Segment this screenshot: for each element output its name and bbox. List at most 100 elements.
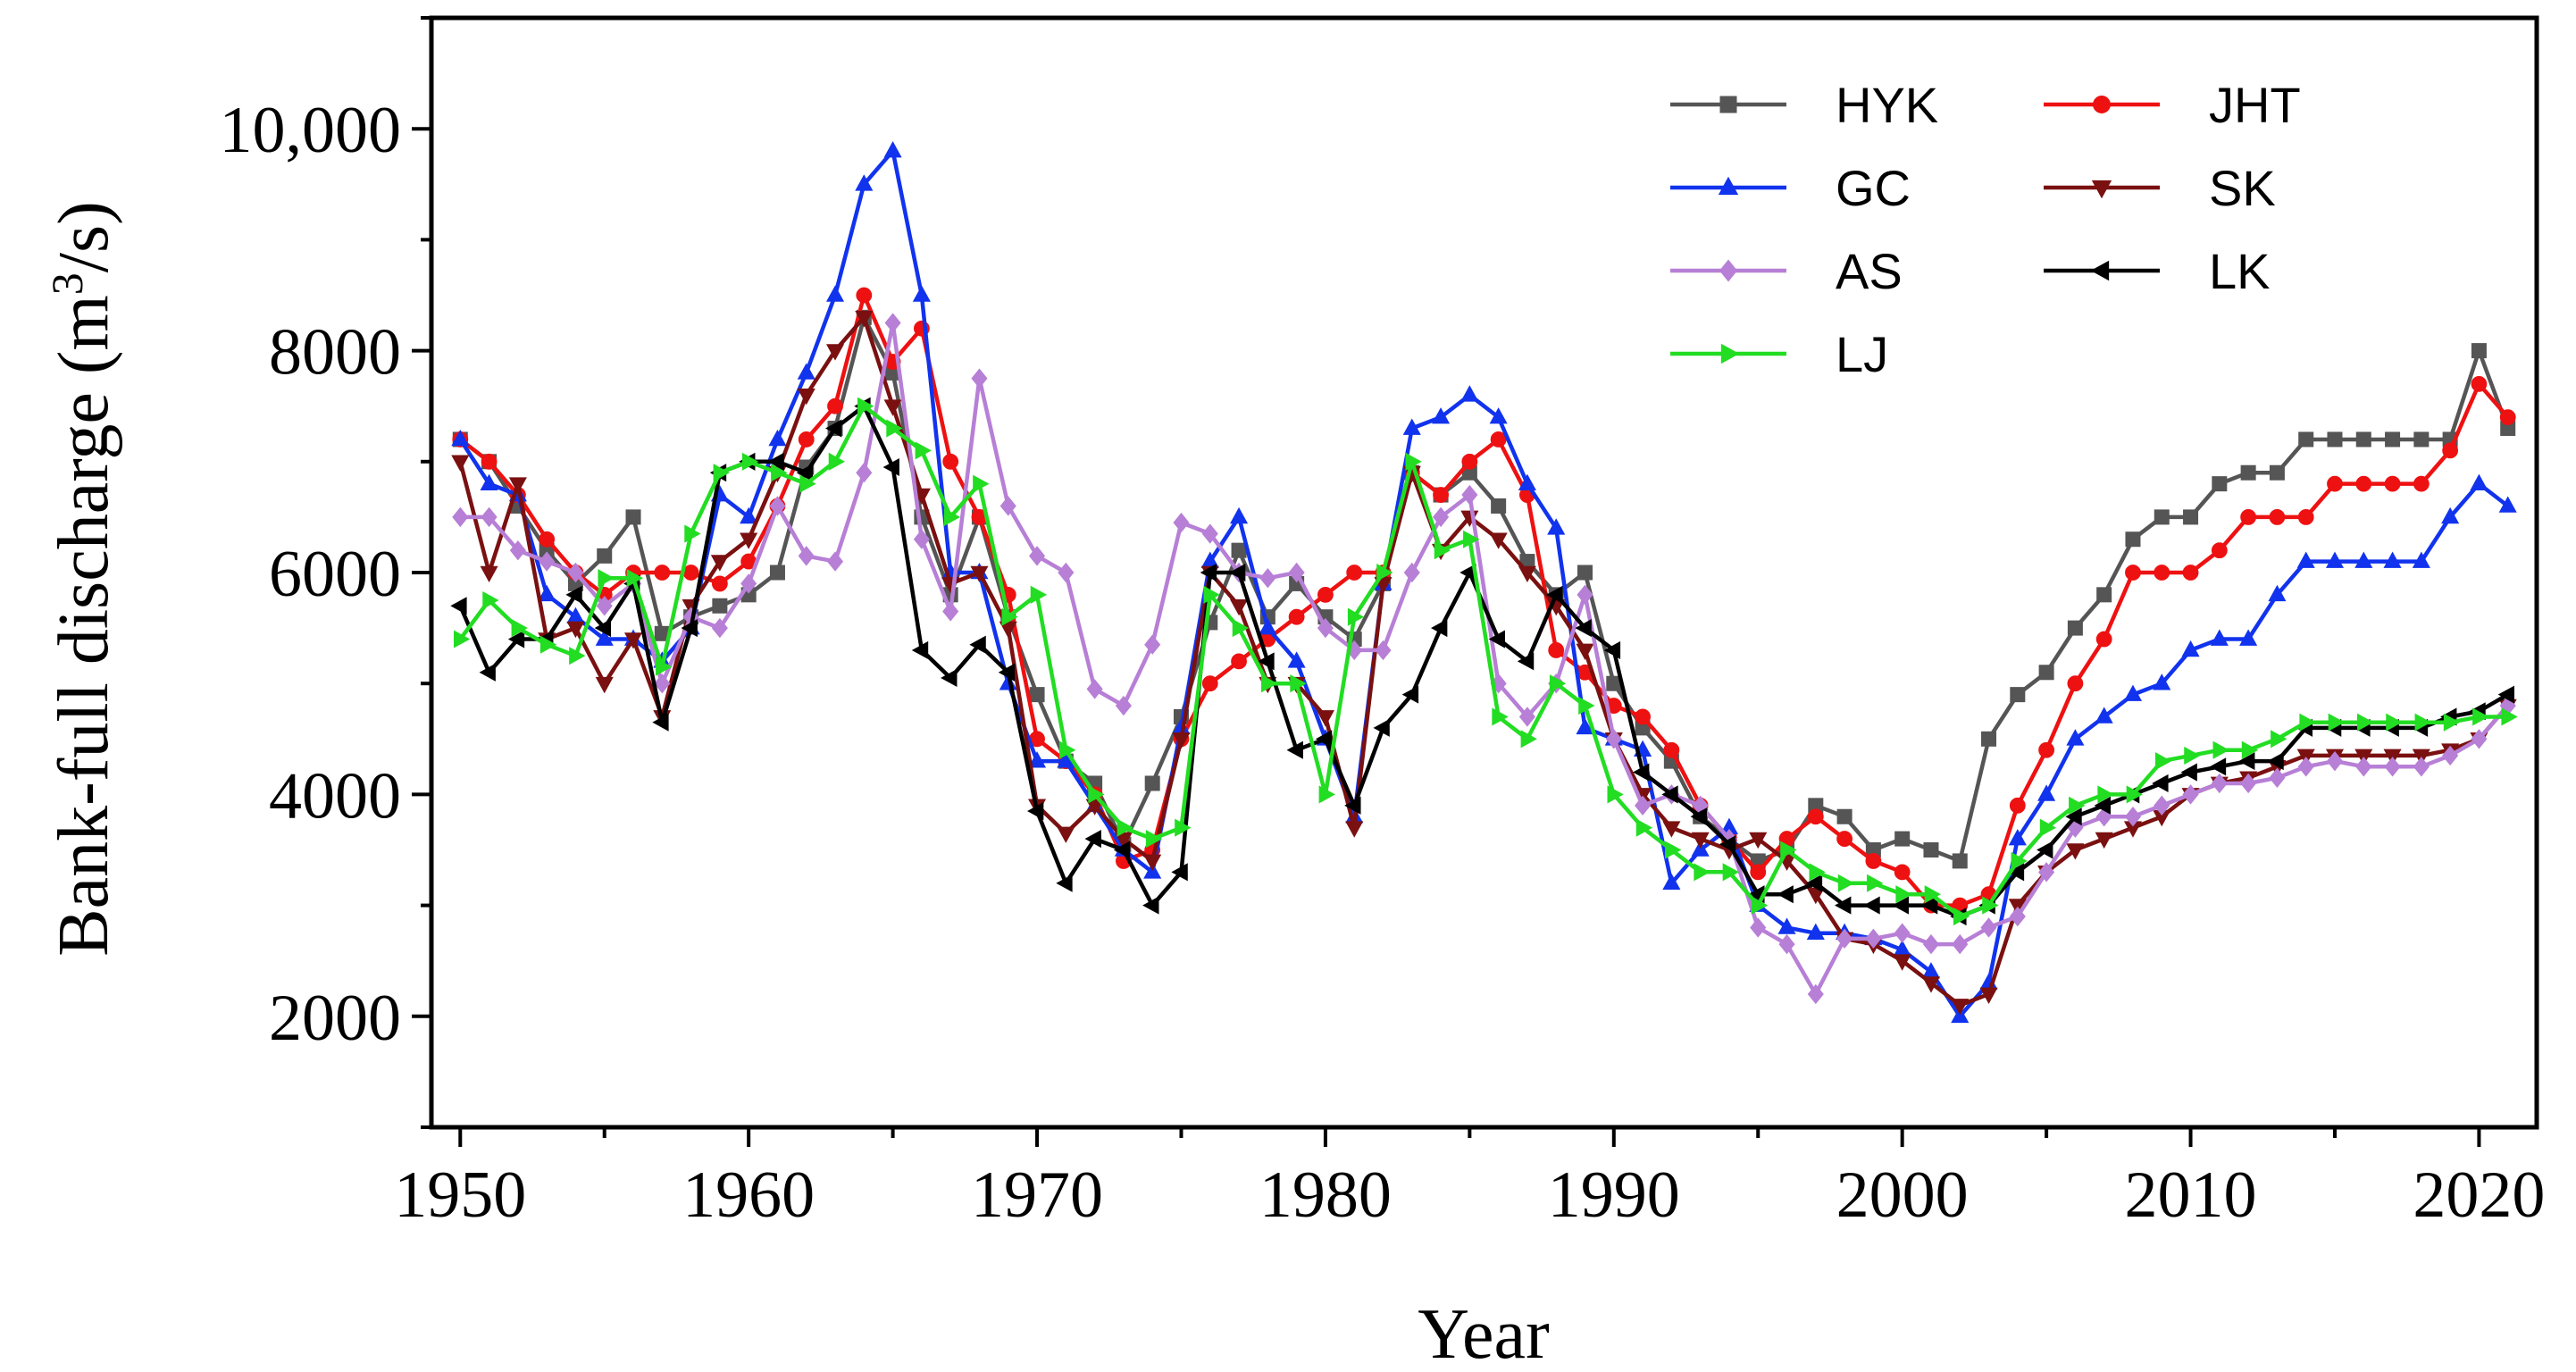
data-point-as bbox=[1375, 640, 1392, 661]
data-point-hyk bbox=[1577, 565, 1593, 581]
data-point-sk bbox=[480, 565, 498, 583]
data-point-sk bbox=[797, 388, 815, 406]
data-point-as bbox=[2009, 906, 2026, 927]
data-point-as bbox=[567, 562, 584, 583]
data-point-hyk bbox=[2067, 620, 2083, 636]
data-point-lj bbox=[1607, 785, 1624, 804]
x-tick-label: 1990 bbox=[1548, 1159, 1680, 1232]
y-tick-label: 8000 bbox=[269, 316, 401, 389]
data-point-jht bbox=[1231, 653, 1247, 670]
data-point-lj bbox=[1290, 674, 1307, 693]
data-point-jht bbox=[1865, 853, 1882, 869]
data-point-gc bbox=[912, 285, 931, 302]
data-point-sk bbox=[2066, 843, 2085, 860]
data-point-lj bbox=[2386, 713, 2403, 732]
data-point-lk bbox=[2238, 752, 2255, 771]
series-lk bbox=[450, 397, 2515, 926]
data-point-gc bbox=[2470, 473, 2488, 490]
data-point-gc bbox=[1806, 923, 1825, 940]
data-point-lj bbox=[1635, 818, 1653, 837]
legend-item-jht: JHT bbox=[2044, 77, 2301, 133]
data-point-lj bbox=[453, 630, 471, 648]
data-point-lk bbox=[2037, 841, 2053, 859]
data-point-hyk bbox=[2212, 476, 2228, 492]
legend-marker bbox=[1718, 176, 1739, 196]
data-point-sk bbox=[710, 555, 729, 572]
data-point-jht bbox=[856, 287, 873, 304]
data-point-lj bbox=[1059, 740, 1076, 759]
data-point-as bbox=[2326, 750, 2344, 772]
legend-item-hyk: HYK bbox=[1670, 77, 1938, 133]
data-point-as bbox=[856, 463, 873, 483]
data-point-gc bbox=[2123, 684, 2143, 701]
data-point-lk bbox=[1661, 785, 1678, 804]
data-point-jht bbox=[2240, 509, 2257, 525]
data-point-lk bbox=[1863, 896, 1880, 915]
data-point-gc bbox=[2095, 707, 2113, 724]
data-point-sk bbox=[566, 621, 585, 639]
x-axis-title: Year bbox=[1418, 1295, 1549, 1372]
data-point-sk bbox=[1749, 832, 1768, 849]
series-lj bbox=[453, 397, 2518, 926]
data-point-hyk bbox=[2471, 343, 2487, 359]
data-point-as bbox=[1865, 928, 1882, 950]
data-point-lj bbox=[1837, 874, 1855, 892]
data-point-jht bbox=[2038, 741, 2055, 758]
data-point-lk bbox=[941, 668, 958, 688]
data-point-gc bbox=[883, 140, 902, 158]
data-point-as bbox=[2355, 757, 2372, 777]
data-point-as bbox=[2471, 729, 2488, 749]
y-axis-ticks: 2000 4000 6000 8000 10,000 bbox=[220, 16, 431, 1129]
data-point-sk bbox=[623, 632, 643, 649]
data-point-as bbox=[1894, 923, 1911, 943]
data-point-lj bbox=[1549, 674, 1567, 693]
legend-label: LK bbox=[2209, 243, 2271, 299]
data-point-jht bbox=[1548, 642, 1565, 658]
x-tick-label: 2000 bbox=[1836, 1159, 1969, 1232]
data-point-jht bbox=[2297, 509, 2314, 525]
x-tick-label: 1960 bbox=[682, 1159, 815, 1232]
data-point-gc bbox=[480, 473, 498, 490]
data-point-lk bbox=[681, 619, 698, 638]
data-point-jht bbox=[2067, 675, 2084, 692]
data-point-gc bbox=[2210, 629, 2229, 646]
data-point-lj bbox=[1953, 907, 1970, 926]
data-point-lj bbox=[1203, 585, 1220, 604]
data-point-as bbox=[2384, 757, 2401, 777]
data-point-hyk bbox=[2355, 431, 2371, 448]
data-point-jht bbox=[2154, 565, 2170, 581]
data-point-gc bbox=[1662, 873, 1681, 891]
data-point-lj bbox=[713, 464, 730, 482]
data-point-hyk bbox=[712, 598, 728, 614]
data-point-sk bbox=[970, 565, 989, 583]
legend-item-gc: GC bbox=[1670, 160, 1911, 216]
data-point-lk bbox=[1575, 619, 1592, 638]
data-point-lk bbox=[1171, 863, 1188, 882]
data-point-sk bbox=[1518, 565, 1536, 583]
data-point-jht bbox=[711, 575, 728, 592]
data-point-lj bbox=[1175, 818, 1192, 837]
data-point-lj bbox=[1809, 863, 1826, 882]
data-point-lj bbox=[973, 474, 990, 493]
data-point-lk bbox=[1229, 563, 1246, 582]
data-point-lj bbox=[1867, 874, 1884, 892]
data-point-lk bbox=[1142, 896, 1159, 915]
data-point-as bbox=[1518, 707, 1535, 727]
data-point-jht bbox=[2125, 565, 2141, 581]
legend-label: JHT bbox=[2209, 77, 2301, 133]
data-point-sk bbox=[1691, 832, 1710, 849]
data-point-jht bbox=[942, 453, 959, 470]
data-point-lk bbox=[2094, 796, 2111, 815]
data-point-jht bbox=[2384, 475, 2401, 492]
data-point-as bbox=[452, 506, 469, 528]
data-point-lj bbox=[915, 441, 932, 460]
data-point-gc bbox=[2296, 551, 2315, 568]
data-point-as bbox=[1778, 933, 1795, 955]
data-point-jht bbox=[481, 453, 498, 470]
data-point-as bbox=[509, 540, 526, 561]
data-point-jht bbox=[2095, 631, 2112, 648]
data-point-gc bbox=[2008, 829, 2027, 846]
data-point-sk bbox=[1576, 643, 1594, 660]
data-point-as bbox=[913, 529, 930, 549]
